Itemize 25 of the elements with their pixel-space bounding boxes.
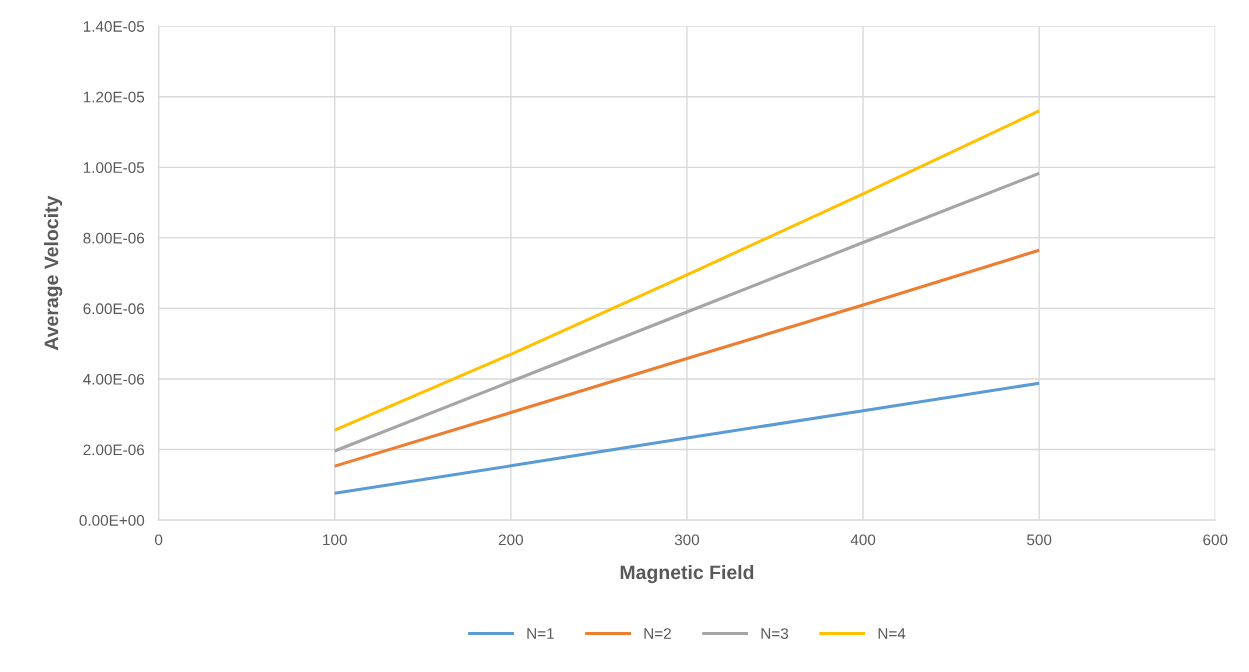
legend-label: N=3 (761, 628, 789, 639)
legend-label: N=2 (644, 628, 671, 639)
line-series (333, 109, 1041, 432)
legend-label: N=4 (878, 628, 906, 639)
x-tick-label: 600 (1203, 534, 1228, 546)
y-tick-label: 0.00E+00 (79, 515, 145, 526)
line-series (333, 381, 1041, 495)
y-tick-label: 8.00E-06 (83, 232, 145, 244)
line-series (333, 171, 1041, 453)
x-tick-label: 400 (850, 534, 876, 546)
x-tick-label: 500 (1027, 534, 1052, 546)
y-axis-title: Average Velocity (44, 195, 63, 351)
y-tick-label: 1.40E-05 (83, 21, 145, 32)
legend-label: N=1 (527, 628, 554, 639)
y-tick-label: 6.00E-06 (83, 303, 145, 315)
x-tick-label: 100 (323, 534, 347, 546)
x-axis-title: Magnetic Field (620, 564, 754, 584)
y-tick-label: 2.00E-06 (83, 444, 145, 456)
x-tick-label: 300 (674, 534, 700, 546)
y-tick-label: 1.20E-05 (83, 91, 145, 103)
x-tick-label: 0 (154, 534, 163, 546)
x-tick-label: 200 (498, 534, 523, 546)
line-series (333, 248, 1041, 468)
y-tick-label: 1.00E-05 (83, 162, 145, 174)
y-tick-label: 4.00E-06 (83, 373, 145, 385)
